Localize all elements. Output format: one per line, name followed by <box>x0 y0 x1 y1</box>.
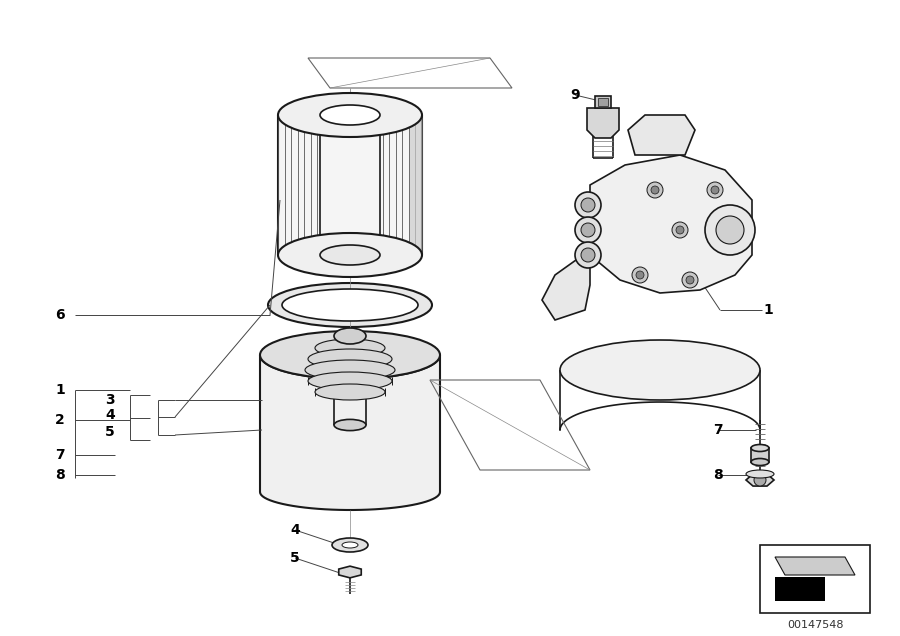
Circle shape <box>647 182 663 198</box>
Ellipse shape <box>282 289 418 321</box>
Ellipse shape <box>751 459 769 466</box>
Bar <box>595 96 611 108</box>
Polygon shape <box>542 250 590 320</box>
Ellipse shape <box>308 372 392 390</box>
Polygon shape <box>278 115 422 255</box>
Ellipse shape <box>308 349 392 369</box>
Circle shape <box>632 267 648 283</box>
Text: 6: 6 <box>55 308 65 322</box>
Circle shape <box>672 222 688 238</box>
Circle shape <box>636 271 644 279</box>
Circle shape <box>575 192 601 218</box>
Text: 2: 2 <box>55 413 65 427</box>
Text: 5: 5 <box>290 551 300 565</box>
Polygon shape <box>751 448 769 462</box>
Text: 4: 4 <box>105 408 115 422</box>
Text: 4: 4 <box>290 523 300 537</box>
Ellipse shape <box>320 105 380 125</box>
Text: 7: 7 <box>55 448 65 462</box>
Circle shape <box>754 474 766 486</box>
Circle shape <box>651 186 659 194</box>
Polygon shape <box>587 108 619 138</box>
Polygon shape <box>410 115 422 255</box>
Circle shape <box>676 226 684 234</box>
Circle shape <box>707 182 723 198</box>
Ellipse shape <box>305 360 395 380</box>
Text: 3: 3 <box>105 393 115 407</box>
Ellipse shape <box>278 93 422 137</box>
Text: 8: 8 <box>713 468 723 482</box>
Text: 5: 5 <box>105 425 115 439</box>
Circle shape <box>581 198 595 212</box>
Text: 9: 9 <box>571 88 580 102</box>
Circle shape <box>581 223 595 237</box>
Ellipse shape <box>260 331 440 379</box>
Polygon shape <box>775 577 825 601</box>
Text: 00147548: 00147548 <box>787 620 843 630</box>
Text: 8: 8 <box>55 468 65 482</box>
Circle shape <box>705 205 755 255</box>
Text: 1: 1 <box>763 303 773 317</box>
Polygon shape <box>590 155 752 293</box>
Circle shape <box>581 248 595 262</box>
Ellipse shape <box>268 283 432 327</box>
Polygon shape <box>746 474 774 486</box>
Polygon shape <box>775 577 825 601</box>
Text: 7: 7 <box>713 423 723 437</box>
Polygon shape <box>775 557 855 575</box>
Bar <box>598 98 608 106</box>
Ellipse shape <box>560 340 760 400</box>
Ellipse shape <box>315 384 385 400</box>
Circle shape <box>686 276 694 284</box>
Ellipse shape <box>332 538 368 552</box>
Ellipse shape <box>342 542 358 548</box>
Ellipse shape <box>746 470 774 478</box>
Ellipse shape <box>320 245 380 265</box>
Polygon shape <box>260 355 440 510</box>
Circle shape <box>575 242 601 268</box>
Circle shape <box>716 216 744 244</box>
Ellipse shape <box>334 419 366 431</box>
Circle shape <box>711 186 719 194</box>
Ellipse shape <box>751 445 769 452</box>
Ellipse shape <box>334 328 366 344</box>
Polygon shape <box>338 566 361 578</box>
Bar <box>760 545 870 613</box>
Circle shape <box>575 217 601 243</box>
Text: 1: 1 <box>55 383 65 397</box>
Ellipse shape <box>278 233 422 277</box>
Circle shape <box>682 272 698 288</box>
Ellipse shape <box>315 339 385 357</box>
Polygon shape <box>628 115 695 155</box>
